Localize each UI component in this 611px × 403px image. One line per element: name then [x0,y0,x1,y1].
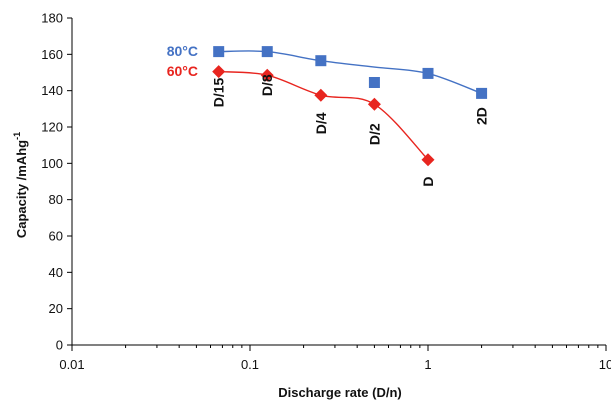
series-curves [218,50,482,161]
y-axis-title-superscript: -1 [12,132,22,140]
data-point-60c [212,65,226,79]
data-points [212,46,488,167]
y-tick-label: 120 [41,120,63,135]
data-point-80c [476,87,488,99]
rate-label: D/15 [211,77,227,107]
y-tick-label: 0 [56,338,63,353]
axes [67,17,607,351]
rate-label: D [420,176,436,186]
data-point-80c [422,67,434,79]
data-point-60c [314,88,328,102]
rate-label: D/8 [259,74,275,96]
y-tick-label: 160 [41,47,63,62]
x-tick-label: 0.1 [241,357,259,372]
data-point-60c [260,68,274,82]
data-point-80c [261,46,273,58]
legend: 80°C 60°C [167,43,198,79]
x-tick-label: 1 [424,357,431,372]
rate-label: D/2 [366,123,382,145]
y-tick-label: 100 [41,156,63,171]
y-tick-label: 60 [49,229,63,244]
y-axis-title: Capacity /mAhg-1 [12,132,29,238]
legend-label-80c: 80°C [167,43,198,59]
y-tick-label: 180 [41,11,63,26]
x-tick-labels: 0.01 0.1 1 10 [59,357,611,372]
x-tick-label: 10 [599,357,611,372]
rate-labels: D/15 D/8 D/4 D/2 D 2D [211,74,490,186]
y-axis-title-main: Capacity /mAhg [14,140,29,238]
series-curve-80c [218,50,482,95]
y-tick-label: 140 [41,83,63,98]
data-point-80c [213,46,225,58]
data-point-80c [315,55,327,67]
y-tick-labels: 0 20 40 60 80 100 120 140 160 180 [41,11,63,353]
data-point-80c [368,76,380,88]
y-tick-label: 20 [49,301,63,316]
y-tick-label: 80 [49,192,63,207]
x-axis-title: Discharge rate (D/n) [278,385,402,400]
rate-label: 2D [474,107,490,125]
rate-label: D/4 [313,112,329,134]
x-tick-label: 0.01 [59,357,84,372]
data-point-60c [421,153,435,167]
data-point-60c [367,97,381,111]
legend-label-60c: 60°C [167,63,198,79]
y-tick-label: 40 [49,265,63,280]
